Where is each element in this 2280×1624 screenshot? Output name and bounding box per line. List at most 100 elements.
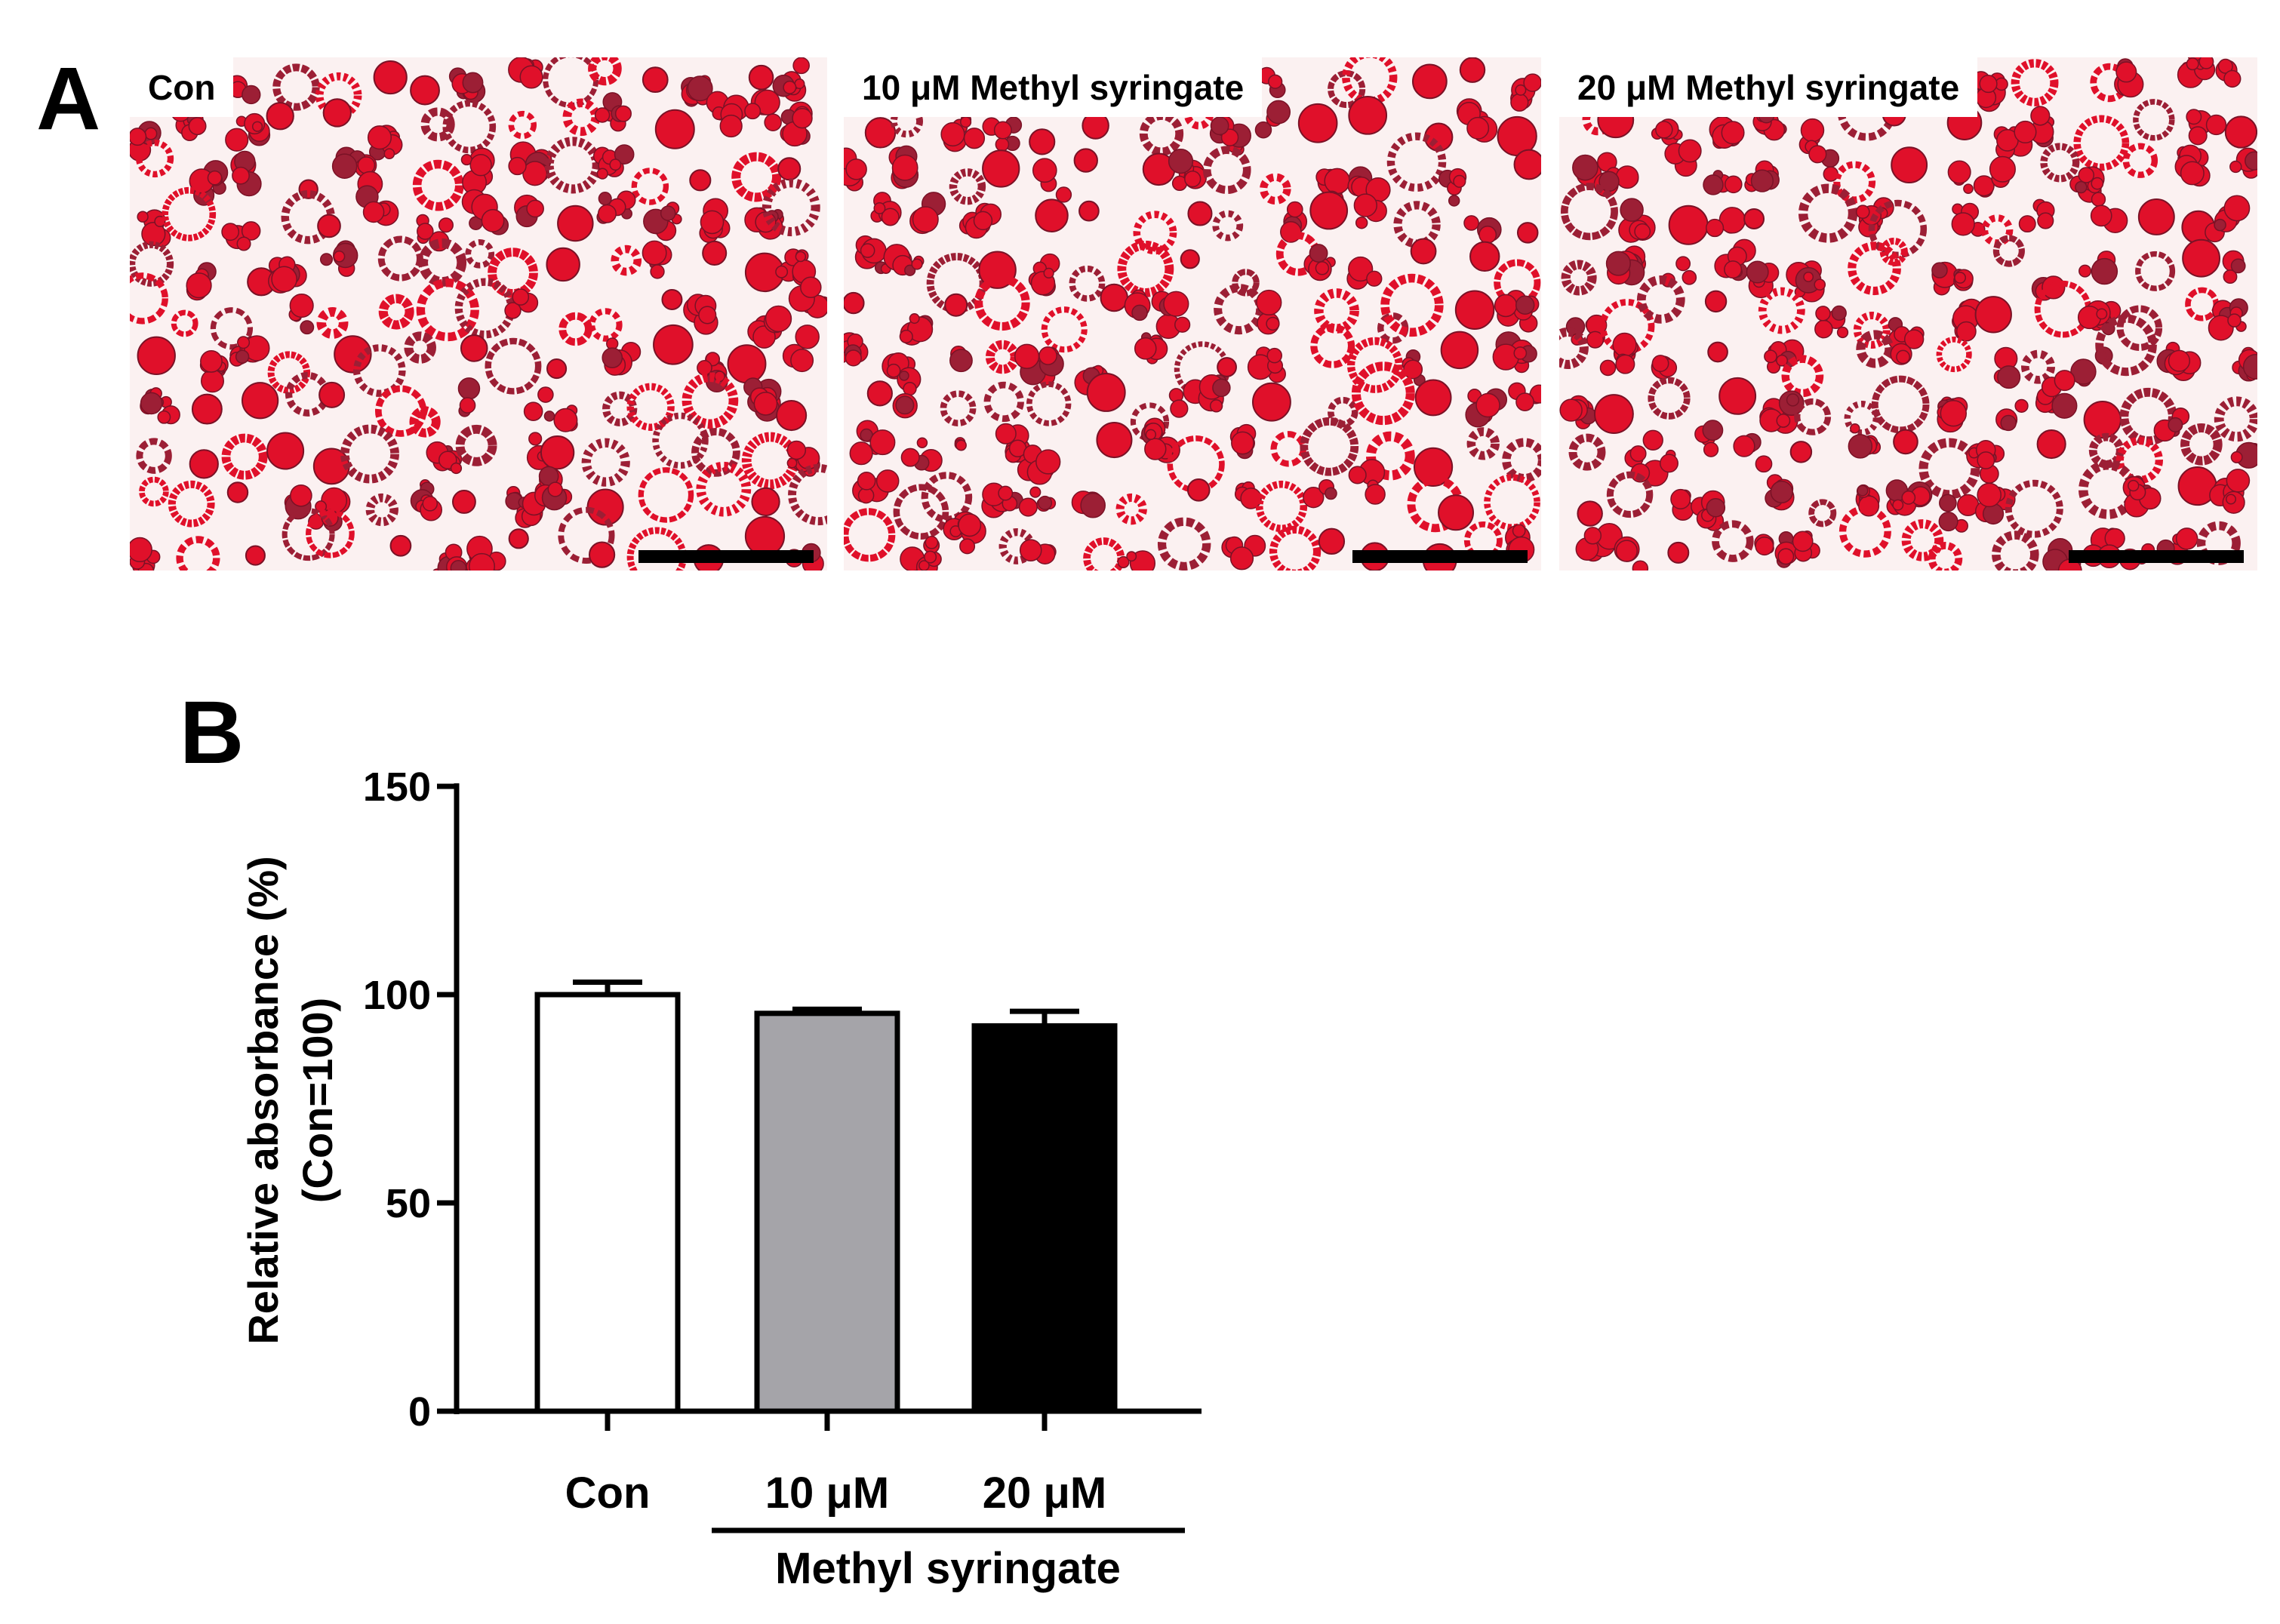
lipid-droplet — [1438, 494, 1475, 531]
ring-cell — [1130, 402, 1170, 441]
ring-cell — [130, 272, 168, 324]
ring-cell — [558, 506, 615, 564]
lipid-droplet — [1892, 499, 1904, 511]
lipid-droplet — [1268, 74, 1283, 89]
lipid-droplet — [1655, 121, 1673, 139]
lipid-droplet — [450, 462, 463, 475]
lipid-droplet — [1463, 215, 1479, 231]
lipid-droplet — [140, 392, 163, 415]
lipid-droplet — [765, 305, 792, 333]
error-bar — [792, 1006, 862, 1013]
lipid-droplet — [1355, 216, 1368, 229]
lipid-droplet — [982, 149, 1020, 188]
lipid-droplet — [1947, 160, 1971, 184]
ring-cell — [974, 275, 1030, 331]
lipid-droplet — [1707, 341, 1728, 363]
ring-cell — [1269, 525, 1322, 571]
lipid-droplet — [1706, 218, 1725, 238]
lipid-droplet — [1755, 455, 1773, 473]
lipid-droplet — [2070, 358, 2097, 385]
micrograph-label: 10 μM Methyl syringate — [844, 57, 1263, 117]
lipid-droplet — [895, 395, 915, 415]
lipid-droplet — [1266, 316, 1280, 331]
lipid-droplet — [2078, 264, 2092, 278]
lipid-droplet — [1170, 399, 1189, 418]
ring-cell — [1856, 330, 1894, 368]
ring-cell — [731, 152, 782, 202]
lipid-droplet — [795, 251, 807, 263]
ring-cell — [416, 278, 479, 342]
lipid-droplet — [225, 128, 249, 152]
lipid-droplet — [2180, 161, 2205, 186]
ring-cell — [1844, 401, 1880, 436]
lipid-droplet — [955, 439, 967, 451]
lipid-droplet — [949, 349, 973, 373]
lipid-droplet — [2091, 257, 2118, 285]
lipid-droplet — [1973, 175, 1995, 197]
lipid-droplet — [1413, 447, 1454, 488]
ring-cell — [1310, 323, 1355, 368]
lipid-droplet — [540, 435, 575, 470]
ring-cell — [2040, 143, 2080, 183]
micrograph-con: Con — [130, 57, 827, 571]
lipid-droplet — [300, 320, 315, 335]
lipid-droplet — [1037, 495, 1053, 510]
ring-cell — [2133, 99, 2175, 141]
lipid-droplet — [186, 272, 212, 299]
lipid-droplet — [912, 206, 939, 233]
lipid-droplet — [1814, 278, 1826, 291]
lipid-droplet — [795, 324, 820, 349]
lipid-droplet — [958, 513, 982, 537]
lipid-droplet — [959, 538, 976, 555]
ring-cell — [176, 536, 220, 571]
y-axis-label: Relative absorbance (%) (Con=100) — [239, 856, 341, 1344]
lipid-droplet — [157, 410, 171, 424]
lipid-droplet — [2205, 114, 2227, 136]
lipid-droplet — [1670, 488, 1691, 509]
lipid-droplet — [130, 128, 147, 146]
lipid-droplet — [2186, 57, 2199, 71]
ring-cell — [2005, 479, 2063, 538]
lipid-droplet — [993, 121, 1012, 140]
lipid-droplet — [849, 441, 873, 466]
lipid-droplet — [2224, 115, 2257, 149]
lipid-droplet — [944, 293, 968, 317]
lipid-droplet — [2030, 106, 2051, 126]
lipid-droplet — [754, 89, 780, 115]
lipid-droplet — [1682, 269, 1697, 285]
lipid-droplet — [2188, 126, 2208, 146]
lipid-droplet — [1703, 441, 1719, 457]
lipid-droplet — [1297, 103, 1338, 143]
panel-b-letter: B — [180, 683, 245, 783]
lipid-droplet — [1145, 429, 1157, 440]
lipid-droplet — [373, 60, 408, 95]
lipid-droplet — [1770, 480, 1793, 504]
lipid-droplet — [1725, 175, 1743, 194]
lipid-droplet — [367, 125, 392, 150]
lipid-droplet — [451, 490, 476, 514]
lipid-droplet — [1466, 116, 1490, 140]
lipid-droplet — [207, 170, 223, 186]
lipid-droplet — [2168, 349, 2191, 372]
lipid-droplet — [751, 487, 780, 517]
lipid-droplet — [460, 334, 488, 362]
lipid-droplet — [1220, 128, 1239, 146]
ring-cell — [352, 344, 406, 397]
lipid-droplet — [1955, 321, 1977, 342]
ring-cell — [221, 433, 268, 480]
lipid-droplet — [389, 534, 412, 557]
lipid-droplet — [1448, 195, 1460, 207]
ring-cell — [1300, 417, 1359, 476]
ring-cell — [2116, 305, 2163, 351]
lipid-droplet — [1212, 378, 1231, 398]
lipid-droplet — [845, 349, 862, 367]
lipid-droplet — [236, 236, 251, 251]
error-bar — [1010, 1008, 1079, 1026]
lipid-droplet — [1210, 116, 1229, 136]
ring-cell — [1484, 474, 1540, 531]
y-axis-label-line1: Relative absorbance (%) — [239, 856, 287, 1344]
ring-cell — [1871, 375, 1930, 434]
ring-cell — [1115, 493, 1147, 525]
lipid-droplet — [1803, 272, 1814, 282]
